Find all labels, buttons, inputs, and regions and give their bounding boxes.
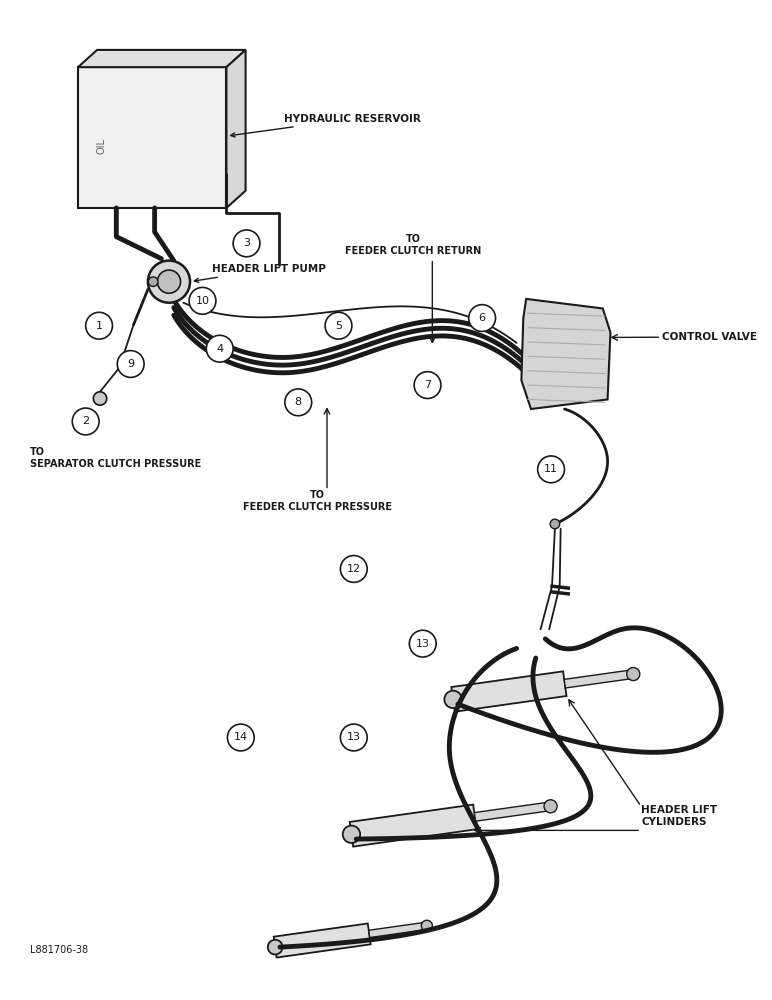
Text: HYDRAULIC RESERVOIR: HYDRAULIC RESERVOIR: [231, 114, 421, 137]
Circle shape: [325, 312, 352, 339]
Text: 11: 11: [544, 464, 558, 474]
FancyBboxPatch shape: [78, 67, 226, 208]
Polygon shape: [350, 805, 476, 847]
Text: 10: 10: [195, 296, 209, 306]
Circle shape: [544, 800, 557, 813]
Polygon shape: [369, 922, 428, 938]
Text: TO
FEEDER CLUTCH PRESSURE: TO FEEDER CLUTCH PRESSURE: [243, 490, 392, 512]
Circle shape: [233, 230, 260, 257]
Circle shape: [157, 270, 181, 293]
Text: 4: 4: [216, 344, 223, 354]
Circle shape: [268, 940, 283, 954]
Text: 5: 5: [335, 321, 342, 331]
Circle shape: [469, 305, 496, 331]
Text: 6: 6: [479, 313, 486, 323]
Text: 9: 9: [127, 359, 134, 369]
Text: L881706-38: L881706-38: [30, 945, 88, 955]
Text: 12: 12: [347, 564, 361, 574]
Circle shape: [340, 724, 367, 751]
Circle shape: [627, 668, 640, 681]
Text: 13: 13: [416, 639, 430, 649]
Circle shape: [117, 351, 144, 377]
Text: 7: 7: [424, 380, 431, 390]
Polygon shape: [78, 50, 245, 67]
Circle shape: [93, 392, 107, 405]
Circle shape: [73, 408, 99, 435]
Circle shape: [340, 556, 367, 582]
Circle shape: [422, 920, 432, 931]
Text: HEADER LIFT PUMP: HEADER LIFT PUMP: [195, 264, 326, 282]
Circle shape: [189, 287, 216, 314]
Polygon shape: [474, 802, 551, 821]
Circle shape: [148, 277, 158, 286]
Circle shape: [228, 724, 254, 751]
Text: TO
SEPARATOR CLUTCH PRESSURE: TO SEPARATOR CLUTCH PRESSURE: [30, 447, 201, 469]
Text: CONTROL VALVE: CONTROL VALVE: [662, 332, 757, 342]
Text: 1: 1: [96, 321, 103, 331]
Circle shape: [409, 630, 436, 657]
Circle shape: [206, 335, 233, 362]
Text: 3: 3: [243, 238, 250, 248]
Circle shape: [550, 519, 560, 529]
Text: 13: 13: [347, 732, 361, 742]
Circle shape: [537, 456, 564, 483]
Text: HEADER LIFT
CYLINDERS: HEADER LIFT CYLINDERS: [641, 805, 717, 827]
Circle shape: [285, 389, 312, 416]
Circle shape: [445, 691, 462, 708]
Polygon shape: [521, 299, 611, 409]
Polygon shape: [564, 670, 634, 688]
Circle shape: [86, 312, 113, 339]
Text: 2: 2: [82, 416, 90, 426]
Text: 14: 14: [234, 732, 248, 742]
Polygon shape: [274, 923, 371, 958]
Circle shape: [414, 372, 441, 398]
Text: TO
FEEDER CLUTCH RETURN: TO FEEDER CLUTCH RETURN: [345, 234, 481, 256]
Text: 8: 8: [295, 397, 302, 407]
Polygon shape: [452, 671, 567, 712]
Polygon shape: [226, 50, 245, 208]
Circle shape: [148, 261, 190, 303]
Circle shape: [343, 826, 361, 843]
Text: OIL: OIL: [97, 138, 107, 154]
